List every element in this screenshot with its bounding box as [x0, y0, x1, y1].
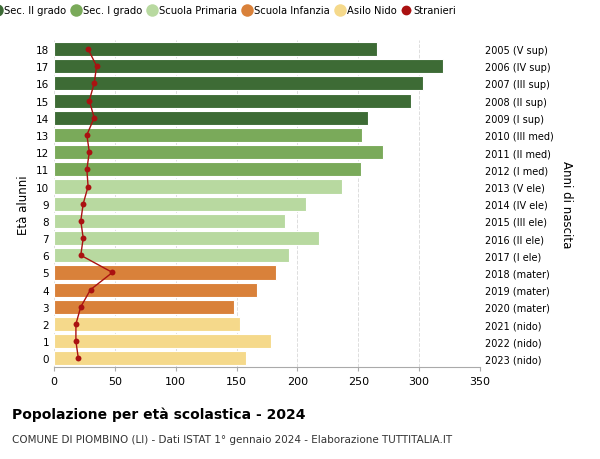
Point [85, 149, 94, 157]
Bar [54, 60, 443, 74]
Point [92, 63, 101, 71]
Bar [54, 43, 377, 57]
Point [79, 201, 88, 208]
Bar [54, 300, 234, 314]
Bar [54, 180, 343, 194]
Bar [54, 146, 383, 160]
Bar [54, 163, 361, 177]
Bar [54, 335, 271, 348]
Bar [54, 129, 362, 143]
Bar [54, 214, 285, 229]
Point [76, 303, 86, 311]
Point [71, 338, 81, 345]
Legend: Sec. II grado, Sec. I grado, Scuola Primaria, Scuola Infanzia, Asilo Nido, Stran: Sec. II grado, Sec. I grado, Scuola Prim… [0, 2, 460, 20]
Bar [54, 231, 319, 246]
Bar [54, 197, 306, 211]
Bar [54, 317, 240, 331]
Bar [54, 352, 247, 366]
Point [82, 166, 92, 174]
Bar [54, 283, 257, 297]
Point [89, 115, 99, 122]
Bar [54, 94, 410, 108]
Point [71, 321, 81, 328]
Point [82, 132, 92, 140]
Bar [54, 249, 289, 263]
Y-axis label: Età alunni: Età alunni [17, 174, 31, 234]
Point [89, 80, 99, 88]
Point [74, 355, 83, 362]
Point [83, 184, 93, 191]
Bar [54, 112, 368, 125]
Point [85, 98, 94, 105]
Point [79, 235, 88, 242]
Point [76, 252, 86, 259]
Y-axis label: Anni di nascita: Anni di nascita [560, 161, 573, 248]
Point [76, 218, 86, 225]
Point [107, 269, 117, 276]
Bar [54, 266, 275, 280]
Text: COMUNE DI PIOMBINO (LI) - Dati ISTAT 1° gennaio 2024 - Elaborazione TUTTITALIA.I: COMUNE DI PIOMBINO (LI) - Dati ISTAT 1° … [12, 434, 452, 444]
Point [83, 46, 93, 54]
Bar [54, 77, 423, 91]
Point [86, 286, 95, 294]
Text: Popolazione per età scolastica - 2024: Popolazione per età scolastica - 2024 [12, 406, 305, 421]
